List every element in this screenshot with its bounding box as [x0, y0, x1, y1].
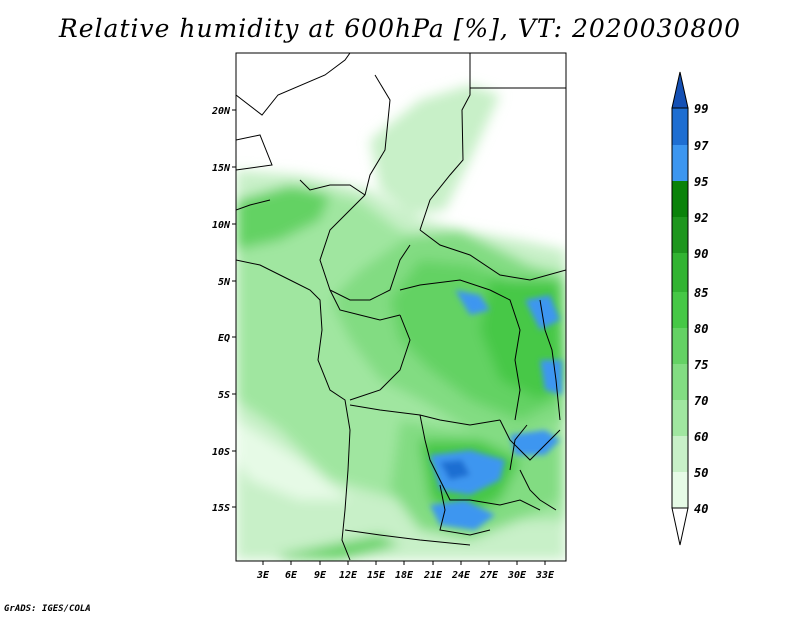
colorbar-bin	[672, 472, 688, 508]
lon-label: 3E	[256, 570, 270, 581]
lon-label: 21E	[423, 570, 443, 581]
colorbar-label: 90	[694, 247, 708, 261]
lon-label: 27E	[479, 570, 499, 581]
grads-credit: GrADS: IGES/COLA	[4, 604, 91, 614]
colorbar-label: 80	[694, 322, 708, 336]
latitude-axis: 20N 15N 10N 5N EQ 5S 10S 15S	[211, 106, 236, 514]
lon-label: 9E	[314, 570, 327, 581]
colorbar-bin	[672, 400, 688, 436]
map-title: Relative humidity at 600hPa [%], VT: 202…	[58, 14, 742, 43]
colorbar: 40 50 60 70 75 80 85 90 92 95 97 99	[671, 71, 709, 546]
lon-label: 24E	[451, 570, 471, 581]
colorbar-label: 85	[694, 286, 708, 300]
lat-label: 20N	[211, 106, 231, 117]
colorbar-label: 99	[694, 102, 708, 116]
lat-label: 5S	[218, 390, 230, 401]
colorbar-bin	[672, 364, 688, 400]
colorbar-bin	[672, 436, 688, 472]
lon-label: 15E	[367, 570, 386, 581]
colorbar-bin	[672, 181, 688, 217]
colorbar-bin	[672, 292, 688, 328]
colorbar-label: 75	[694, 358, 708, 372]
lat-label: 15S	[212, 503, 230, 514]
country-borders	[236, 53, 566, 561]
colorbar-bin	[672, 328, 688, 364]
lat-label: 10S	[212, 447, 230, 458]
colorbar-label: 95	[694, 175, 708, 189]
colorbar-bin	[671, 71, 689, 109]
lon-label: 6E	[285, 570, 298, 581]
colorbar-label: 97	[694, 139, 709, 153]
colorbar-bin	[672, 108, 688, 145]
lon-label: 33E	[535, 570, 555, 581]
colorbar-outline	[671, 107, 689, 509]
lon-label: 12E	[339, 570, 358, 581]
longitude-axis: 3E 6E 9E 12E 15E 18E 21E 24E 27E 30E 33E	[256, 561, 555, 581]
lat-label: EQ	[218, 333, 230, 344]
colorbar-label: 50	[694, 466, 708, 480]
colorbar-label: 40	[694, 502, 708, 516]
lat-label: 15N	[212, 163, 231, 174]
colorbar-label: 60	[694, 430, 708, 444]
colorbar-bin	[672, 145, 688, 181]
colorbar-bin	[671, 507, 689, 546]
colorbar-bin	[672, 253, 688, 292]
lon-label: 30E	[507, 570, 527, 581]
map-frame	[235, 52, 567, 562]
colorbar-bin	[672, 217, 688, 253]
humidity-field	[236, 53, 566, 561]
colorbar-label: 92	[694, 211, 708, 225]
lat-label: 5N	[218, 277, 231, 288]
lat-label: 10N	[212, 220, 231, 231]
colorbar-label: 70	[694, 394, 708, 408]
lon-label: 18E	[395, 570, 414, 581]
